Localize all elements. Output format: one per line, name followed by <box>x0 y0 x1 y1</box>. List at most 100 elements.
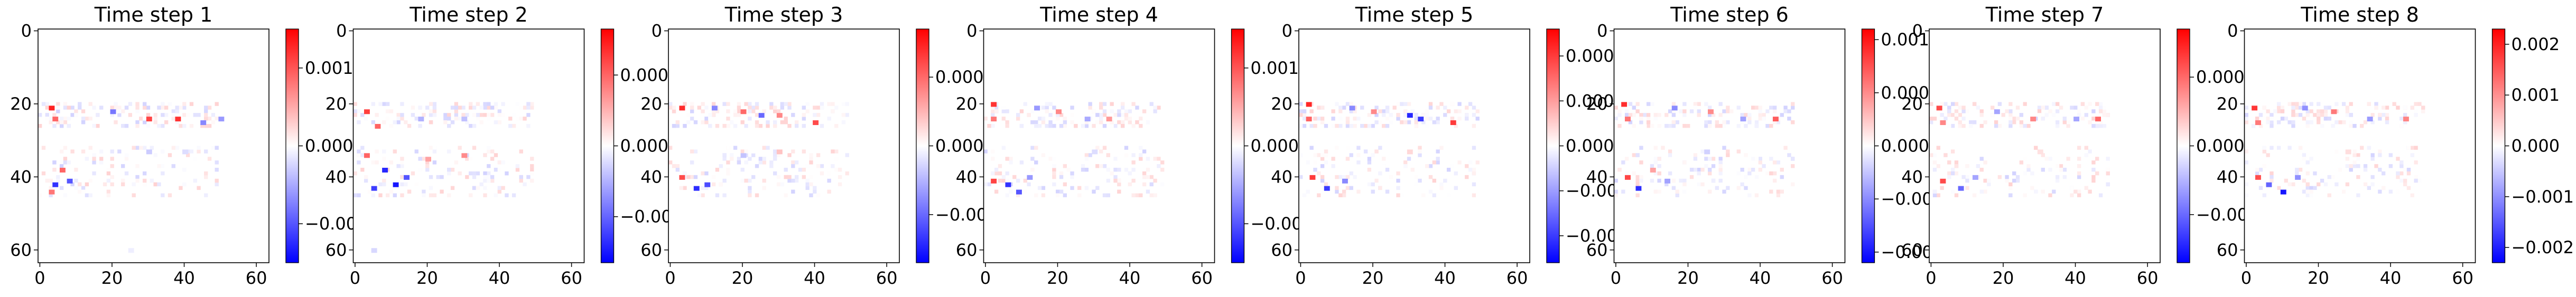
heatmap-cell <box>476 171 480 176</box>
heatmap-cell <box>1617 109 1622 113</box>
heatmap-cell <box>161 113 165 117</box>
chart-title: Time step 8 <box>2300 3 2419 26</box>
heatmap-cell <box>1653 171 1658 176</box>
heatmap-cell <box>2091 123 2096 128</box>
heatmap-cell <box>1335 186 1339 190</box>
heatmap-cell <box>2258 168 2263 172</box>
heatmap-cell <box>1468 168 1473 172</box>
heatmap-cell <box>805 109 810 113</box>
heatmap-cell <box>469 193 473 197</box>
heatmap-cell <box>1617 123 1622 128</box>
heatmap-cell <box>501 186 505 190</box>
heatmap-cell <box>758 157 763 161</box>
heatmap-cell <box>697 193 701 197</box>
heatmap-cell <box>1472 123 1476 128</box>
heatmap-cell <box>2313 186 2317 190</box>
heatmap-cell <box>1932 193 1937 197</box>
heatmap-cell <box>378 182 383 187</box>
heatmap-cell <box>530 171 534 176</box>
heatmap-cell <box>400 182 404 187</box>
heatmap-cell <box>744 123 748 128</box>
heatmap-cell <box>1034 120 1038 124</box>
heatmap-cell <box>2421 106 2425 110</box>
heatmap-cell <box>791 178 795 183</box>
heatmap-cell <box>378 193 383 197</box>
heatmap-cell <box>994 171 999 176</box>
heatmap-cell <box>1997 102 2002 106</box>
heatmap-cell <box>2403 113 2407 117</box>
heatmap-cell <box>45 178 49 183</box>
heatmap-cell <box>1765 109 1770 113</box>
heatmap-cell <box>1421 120 1426 124</box>
heatmap-cell <box>490 178 495 183</box>
axes-frame <box>352 28 585 263</box>
heatmap-cell <box>1160 168 1165 172</box>
heatmap-cell <box>458 171 462 176</box>
heatmap-cell <box>1106 193 1110 197</box>
heatmap-cell <box>63 117 68 121</box>
heatmap-cell <box>1001 178 1006 183</box>
heatmap-cell <box>2098 102 2103 106</box>
heatmap-cell <box>2323 182 2328 187</box>
heatmap-cell <box>1465 113 1469 117</box>
heatmap-cell <box>469 171 473 176</box>
heatmap-cell <box>2052 189 2056 194</box>
heatmap-cell <box>1356 117 1361 121</box>
heatmap-cell <box>1708 157 1712 161</box>
heatmap-cell <box>476 117 480 121</box>
heatmap-cell <box>1465 164 1469 168</box>
heatmap-cell <box>2091 117 2096 121</box>
heatmap-cell <box>2088 149 2092 154</box>
heatmap-cell <box>1736 186 1741 190</box>
heatmap-cell <box>382 120 386 124</box>
heatmap-cell <box>1726 109 1730 113</box>
heatmap-cell <box>733 113 738 117</box>
heatmap-cell <box>70 149 75 154</box>
heatmap-cell <box>2352 160 2357 165</box>
heatmap-cell <box>1084 123 1089 128</box>
heatmap-cell <box>744 149 748 154</box>
heatmap-cell <box>1299 113 1303 117</box>
heatmap-cell <box>375 123 381 129</box>
heatmap-cell <box>1436 117 1440 121</box>
heatmap-cell <box>1131 178 1136 183</box>
heatmap-cell <box>124 157 129 161</box>
heatmap-cell <box>1037 123 1042 128</box>
heatmap-cell <box>1059 171 1064 176</box>
heatmap-cell <box>447 149 451 154</box>
heatmap-cell <box>802 113 806 117</box>
heatmap-cell <box>487 102 491 106</box>
heatmap-cell <box>1019 160 1024 165</box>
heatmap-cell <box>425 160 430 165</box>
heatmap-cell <box>1356 160 1361 165</box>
heatmap-cell <box>1052 168 1056 172</box>
panel-7: Time step 7002020404060600.00050.0000−0.… <box>1901 3 2270 288</box>
heatmap-cell <box>2095 117 2101 122</box>
heatmap-cell <box>1338 109 1343 113</box>
heatmap-cell <box>2266 117 2270 121</box>
heatmap-cell <box>2320 113 2324 117</box>
heatmap-cell <box>784 193 788 197</box>
heatmap-cell <box>1306 102 1312 107</box>
heatmap-cell <box>432 193 437 197</box>
heatmap-cell <box>1371 189 1375 194</box>
heatmap-cell <box>193 178 197 183</box>
heatmap-cell <box>1009 160 1013 165</box>
heatmap-cell <box>726 117 730 121</box>
x-tick-label: 60 <box>1191 268 1213 288</box>
heatmap-cell <box>1943 153 1948 157</box>
heatmap-cell <box>2305 182 2310 187</box>
heatmap-cell <box>1693 106 1698 110</box>
heatmap-cell <box>472 123 477 128</box>
heatmap-cell <box>1976 164 1980 168</box>
heatmap-cell <box>1425 164 1429 168</box>
heatmap-cell <box>802 117 806 121</box>
heatmap-cell <box>1791 182 1795 187</box>
heatmap-cell <box>1099 117 1103 121</box>
heatmap-cell <box>443 113 448 117</box>
heatmap-cell <box>1309 109 1314 113</box>
heatmap-cell <box>1632 123 1636 128</box>
colorbar <box>1231 28 1245 263</box>
heatmap-cell <box>1106 117 1112 122</box>
y-tick-label: 20 <box>10 94 32 114</box>
